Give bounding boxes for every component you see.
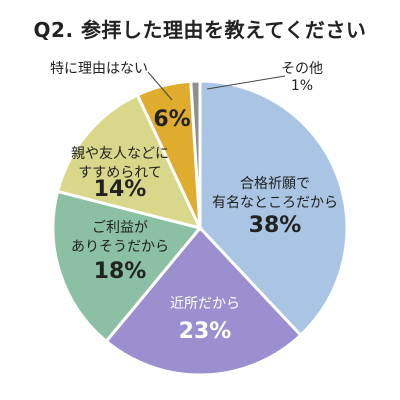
pie-slice [189,79,202,229]
leader-line [147,71,173,101]
pie-slice [51,189,203,344]
pie-slice [198,79,349,338]
slice-name-label: 合格祈願で [240,176,310,192]
slice-name-label: その他 [281,61,323,77]
slice-name-label: 特に理由はない [50,61,148,77]
slice-name-label: 近所だから [170,296,240,312]
leader-line [206,75,286,90]
slice-value-label: 38% [249,213,302,238]
chart-title: Q2. 参拝した理由を教えてください [33,18,367,42]
pie-slice [104,225,303,377]
slice-name-label: すすめられて [78,165,162,181]
slice-value-label: 18% [94,259,147,284]
slice-name-label: 有名なところだから [212,195,338,211]
slice-name-label: ありそうだから [71,239,169,255]
slice-value-label: 1% [291,78,313,94]
slice-name-label: ご利益が [92,220,148,236]
slice-name-label: 親や友人などに [71,146,169,162]
slice-value-label: 6% [153,107,190,132]
pie-slice [55,92,203,231]
slice-value-label: 23% [179,319,232,344]
slice-value-label: 14% [94,177,147,202]
